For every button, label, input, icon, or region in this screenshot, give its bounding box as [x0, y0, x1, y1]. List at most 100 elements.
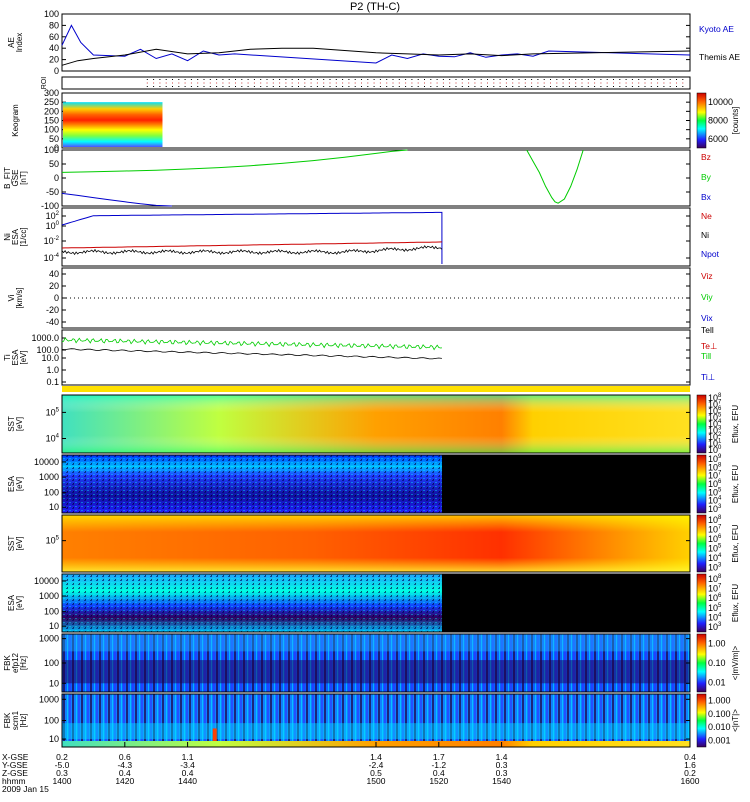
spectrogram-texture	[62, 694, 690, 747]
y-tick-label: 50	[49, 134, 59, 144]
legend-entry: Ti⊥	[701, 372, 716, 382]
roi-marker	[241, 86, 243, 87]
roi-marker	[562, 86, 564, 87]
panel-frame	[61, 394, 691, 454]
colorbar-tick-label: 0.001	[708, 735, 731, 745]
roi-marker	[386, 82, 388, 84]
roi-marker	[228, 82, 230, 84]
panel-frame	[61, 13, 691, 72]
roi-marker	[222, 82, 224, 84]
roi-marker	[285, 79, 287, 80]
y-tick-label: 10	[49, 502, 59, 512]
series-line	[61, 337, 442, 351]
y-tick-label: 104	[46, 434, 60, 444]
colorbar-tick-label: 105	[708, 603, 722, 613]
panel-velocity: Vi[km/s] -40 -20 0 20 40 Viz Viy Vix	[7, 267, 713, 329]
legend-entry: Ne	[701, 211, 712, 221]
roi-marker	[631, 79, 633, 80]
series-line	[526, 149, 584, 204]
colorbar-tick-label: 109	[708, 454, 722, 464]
roi-marker	[562, 79, 564, 80]
roi-marker	[493, 86, 495, 87]
roi-marker	[354, 82, 356, 84]
roi-marker	[228, 79, 230, 80]
roi-marker	[518, 82, 520, 84]
x-tick-label: 0.4	[433, 768, 445, 778]
panel-frame	[61, 267, 691, 329]
y-tick-label: 200	[44, 106, 59, 116]
y-tick-label: 0	[54, 293, 59, 303]
roi-marker	[298, 82, 299, 84]
roi-marker	[556, 86, 558, 87]
y-axis-label: SST[eV]	[7, 416, 24, 432]
roi-marker	[575, 86, 577, 87]
colorbar-tick-label: 1.00	[708, 639, 726, 649]
colorbar-tick-label: 105	[708, 543, 722, 553]
roi-marker	[619, 79, 621, 80]
roi-marker	[354, 79, 356, 80]
colorbar	[696, 693, 707, 748]
y-tick-label: 102	[46, 211, 60, 221]
roi-marker	[373, 79, 375, 80]
colorbar-tick-label: 104	[708, 553, 722, 563]
roi-marker	[424, 86, 425, 87]
y-tick-label: 1000	[39, 472, 59, 482]
series-line	[61, 348, 442, 360]
roi-marker	[272, 82, 274, 84]
colorbar-tick-label: 107	[708, 524, 722, 534]
roi-marker	[285, 82, 287, 84]
colorbar-tick-label: 106	[708, 534, 722, 544]
roi-marker	[209, 86, 211, 87]
roi-marker	[417, 82, 419, 84]
colorbar-label: [counts]	[731, 106, 740, 134]
roi-marker	[253, 82, 255, 84]
roi-marker	[512, 86, 514, 87]
legend-entry: By	[701, 172, 712, 182]
roi-marker	[625, 86, 627, 87]
y-tick-label: 10000	[34, 576, 59, 586]
roi-marker	[606, 86, 608, 87]
roi-marker	[499, 79, 501, 80]
y-tick-label: 250	[44, 97, 59, 107]
colorbar-tick-label: 108	[708, 393, 722, 403]
roi-marker	[197, 82, 199, 84]
y-tick-label: 100	[44, 9, 59, 19]
y-tick-label: 105	[46, 536, 60, 546]
colorbar-tick-label: 106	[708, 479, 722, 489]
roi-marker	[461, 79, 463, 80]
legend-entry: Npot	[701, 249, 720, 259]
y-axis-label: Keogram	[11, 104, 20, 137]
roi-marker	[461, 86, 463, 87]
roi-marker	[316, 82, 318, 84]
y-tick-label: 100	[44, 658, 59, 668]
roi-marker	[190, 79, 192, 80]
legend-entry: Viz	[701, 271, 713, 281]
colorbar-tick-label: 103	[708, 562, 722, 572]
roi-marker	[285, 86, 287, 87]
roi-marker	[316, 86, 318, 87]
roi-marker	[587, 79, 589, 80]
roi-marker	[241, 82, 243, 84]
roi-marker	[153, 82, 155, 84]
colorbar-tick-label: 103	[708, 622, 722, 632]
colorbar-tick-label: 0.100	[708, 709, 731, 719]
roi-marker	[335, 79, 337, 80]
roi-marker	[266, 86, 268, 87]
colorbar-label: Eflux, EFU	[731, 524, 740, 562]
roi-marker	[455, 82, 457, 84]
roi-marker	[442, 82, 444, 84]
roi-marker	[575, 82, 577, 84]
roi-marker	[172, 82, 173, 84]
x-tick-label: 0.2	[56, 752, 68, 762]
roi-marker	[398, 82, 400, 84]
panel-frame	[61, 514, 691, 573]
legend-entry: Te⊥	[701, 341, 718, 351]
roi-marker	[638, 86, 640, 87]
y-axis-label: AEIndex	[7, 33, 24, 53]
x-tick-label: 0.3	[56, 768, 68, 778]
y-tick-label: 80	[49, 20, 59, 30]
roi-marker	[190, 82, 192, 84]
roi-marker	[253, 86, 255, 87]
